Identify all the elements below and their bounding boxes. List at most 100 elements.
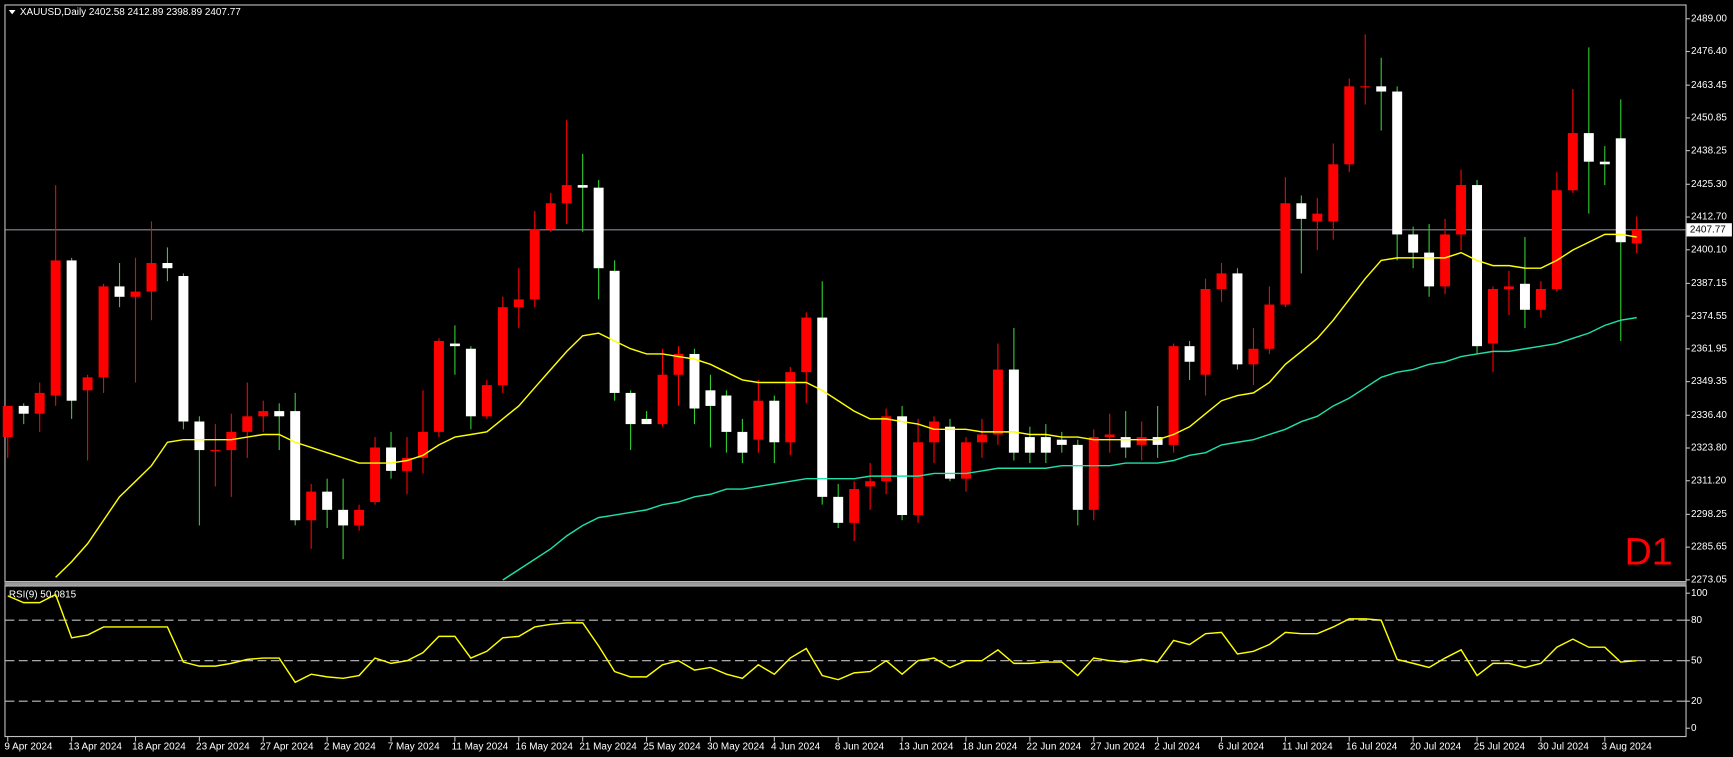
candle-body	[960, 442, 971, 479]
y-tick-label: 2336.40	[1691, 410, 1727, 421]
x-tick-label: 11 Jul 2024	[1282, 742, 1333, 753]
candle-body	[1440, 234, 1451, 287]
candle-body	[577, 185, 588, 188]
candle-body	[1408, 234, 1419, 253]
y-tick-label: 2298.25	[1691, 509, 1727, 520]
candle-body	[290, 411, 301, 521]
x-tick-label: 25 Jul 2024	[1474, 742, 1526, 753]
open-value: 2402.58	[89, 7, 125, 18]
x-tick-label: 2 Jul 2024	[1154, 742, 1200, 753]
candle-body	[1024, 437, 1035, 453]
rsi-tick-label: 80	[1691, 615, 1703, 626]
candle-body	[433, 340, 444, 432]
candle-body	[865, 481, 876, 487]
candle-body	[274, 411, 285, 417]
candle-body	[338, 509, 349, 526]
candle-body	[1392, 91, 1403, 235]
x-tick-label: 30 May 2024	[707, 742, 765, 753]
candle-body	[66, 260, 77, 401]
candle-body	[705, 390, 716, 406]
candle-body	[1168, 346, 1179, 445]
candle-body	[178, 276, 189, 422]
bid-label: 2407.77	[1690, 224, 1726, 235]
candle-body	[465, 348, 476, 417]
timeframe-label: D1	[1625, 530, 1673, 572]
x-tick-label: 13 Jun 2024	[899, 742, 954, 753]
x-tick-label: 4 Jun 2024	[771, 742, 821, 753]
symbol: XAUUSD,Daily	[20, 7, 86, 18]
y-tick-label: 2311.20	[1691, 475, 1727, 486]
y-tick-label: 2438.25	[1691, 145, 1727, 156]
y-tick-label: 2412.70	[1691, 212, 1727, 223]
rsi-line	[7, 593, 1637, 684]
candle-body	[992, 369, 1003, 435]
price-plot	[2, 34, 1642, 581]
candle-body	[1599, 161, 1610, 165]
x-tick-label: 27 Jun 2024	[1090, 742, 1145, 753]
candle-body	[1216, 273, 1227, 289]
candle-body	[114, 286, 125, 297]
main-panel-frame	[4, 4, 1687, 583]
x-tick-label: 11 May 2024	[452, 742, 509, 753]
y-tick-label: 2285.65	[1691, 542, 1727, 553]
candle-body	[1104, 434, 1115, 438]
candle-body	[1152, 437, 1163, 445]
candle-body	[194, 421, 205, 451]
menu-triangle[interactable]	[8, 9, 16, 15]
rsi-last: 50.0815	[40, 589, 76, 600]
y-tick-label: 2361.95	[1691, 344, 1727, 355]
candle-body	[625, 392, 636, 425]
candle-body	[1056, 439, 1067, 445]
x-tick-label: 25 May 2024	[643, 742, 701, 753]
high-value: 2412.89	[128, 7, 164, 18]
candle-body	[497, 307, 508, 386]
y-tick-label: 2450.85	[1691, 113, 1727, 124]
candle-body	[817, 317, 828, 497]
candle-body	[801, 317, 812, 373]
y-tick-label: 2476.40	[1691, 46, 1727, 57]
candle-body	[50, 260, 61, 396]
x-tick-label: 18 Apr 2024	[132, 742, 186, 753]
candle-body	[1184, 346, 1195, 362]
candle-body	[1344, 86, 1355, 165]
candle-body	[1360, 86, 1371, 88]
rsi-label: RSI(9) 50.0815	[9, 589, 77, 600]
y-tick-label: 2489.00	[1691, 13, 1727, 24]
candle-body	[1088, 437, 1099, 510]
x-tick-label: 8 Jun 2024	[835, 742, 885, 753]
candle-body	[1424, 252, 1435, 287]
candle-body	[561, 185, 572, 204]
candle-body	[673, 353, 684, 375]
candle-body	[130, 291, 141, 297]
candle-body	[1136, 437, 1147, 445]
candle-body	[657, 374, 668, 425]
candle-body	[162, 263, 173, 269]
rsi-tick-label: 100	[1691, 588, 1708, 599]
candle-body	[402, 457, 412, 471]
candle-body	[449, 343, 460, 347]
candle-body	[1264, 304, 1275, 349]
candle-body	[1280, 203, 1291, 305]
candle-body	[146, 263, 157, 292]
candle-body	[945, 426, 955, 479]
candle-body	[1535, 288, 1546, 310]
candle-body	[641, 418, 652, 425]
moving-average	[55, 233, 1637, 578]
rsi-tick-label: 0	[1691, 723, 1697, 734]
rsi-tick-label: 20	[1691, 696, 1703, 707]
x-tick-label: 30 Jul 2024	[1538, 742, 1590, 753]
candle-body	[242, 416, 253, 432]
y-tick-label: 2374.55	[1691, 311, 1727, 322]
candle-body	[306, 491, 317, 521]
candle-body	[513, 299, 524, 308]
candle-body	[354, 509, 365, 526]
candle-body	[881, 416, 892, 482]
candle-body	[593, 187, 604, 269]
candle-body	[769, 400, 780, 443]
candle-body	[1456, 185, 1467, 235]
candle-body	[1551, 190, 1562, 289]
candle-body	[18, 405, 29, 414]
y-tick-label: 2273.05	[1691, 574, 1727, 585]
candle-body	[2, 405, 13, 438]
